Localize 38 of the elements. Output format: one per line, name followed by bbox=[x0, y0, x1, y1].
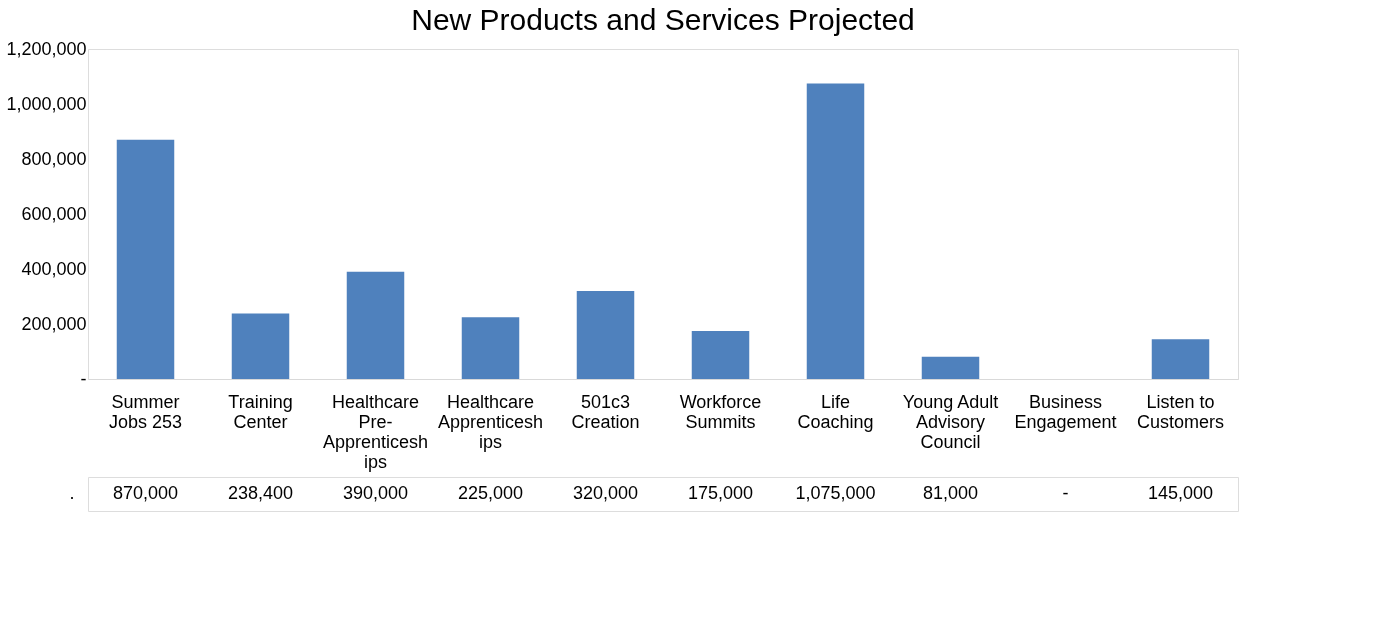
y-tick-label: 1,200,000 bbox=[6, 38, 87, 59]
data-label: 390,000 bbox=[342, 483, 409, 503]
x-tick-label: Business Engagement bbox=[1014, 391, 1117, 432]
data-label: 175,000 bbox=[687, 483, 754, 503]
bar bbox=[231, 313, 290, 379]
y-tick-label: 200,000 bbox=[21, 313, 87, 334]
y-tick-label: 400,000 bbox=[21, 258, 87, 279]
data-label: 81,000 bbox=[922, 483, 979, 503]
data-label: - bbox=[1062, 483, 1069, 503]
bar bbox=[691, 330, 750, 379]
x-tick-label: Summer Jobs 253 bbox=[108, 391, 183, 432]
x-tick-label: Listen to Customers bbox=[1136, 391, 1225, 432]
data-label: 320,000 bbox=[572, 483, 639, 503]
x-tick-label: 501c3 Creation bbox=[571, 391, 640, 432]
bar bbox=[921, 356, 980, 379]
data-label: 145,000 bbox=[1147, 483, 1214, 503]
x-tick-label: Training Center bbox=[228, 391, 293, 432]
x-tick-label: Healthcare Apprenticesh ips bbox=[437, 391, 544, 452]
chart-title: New Products and Services Projected bbox=[411, 3, 915, 36]
bar bbox=[346, 271, 405, 379]
bar bbox=[576, 291, 635, 379]
text: . bbox=[69, 483, 75, 503]
x-tick-label: Life Coaching bbox=[797, 391, 874, 432]
bar bbox=[806, 83, 865, 379]
bar bbox=[461, 317, 520, 379]
y-tick-label: 1,000,000 bbox=[6, 93, 87, 114]
data-label: 870,000 bbox=[112, 483, 179, 503]
data-label: 1,075,000 bbox=[795, 483, 876, 503]
data-label: 238,400 bbox=[227, 483, 294, 503]
data-label: 225,000 bbox=[457, 483, 524, 503]
x-tick-label: Healthcare Pre- Apprenticesh ips bbox=[322, 391, 429, 472]
y-tick-label: 600,000 bbox=[21, 203, 87, 224]
bar bbox=[116, 139, 175, 379]
y-tick-label: - bbox=[80, 368, 87, 389]
y-tick-label: 800,000 bbox=[21, 148, 87, 169]
x-tick-label: Young Adult Advisory Council bbox=[902, 391, 999, 452]
x-tick-label: Workforce Summits bbox=[679, 391, 762, 432]
bar bbox=[1151, 339, 1210, 379]
